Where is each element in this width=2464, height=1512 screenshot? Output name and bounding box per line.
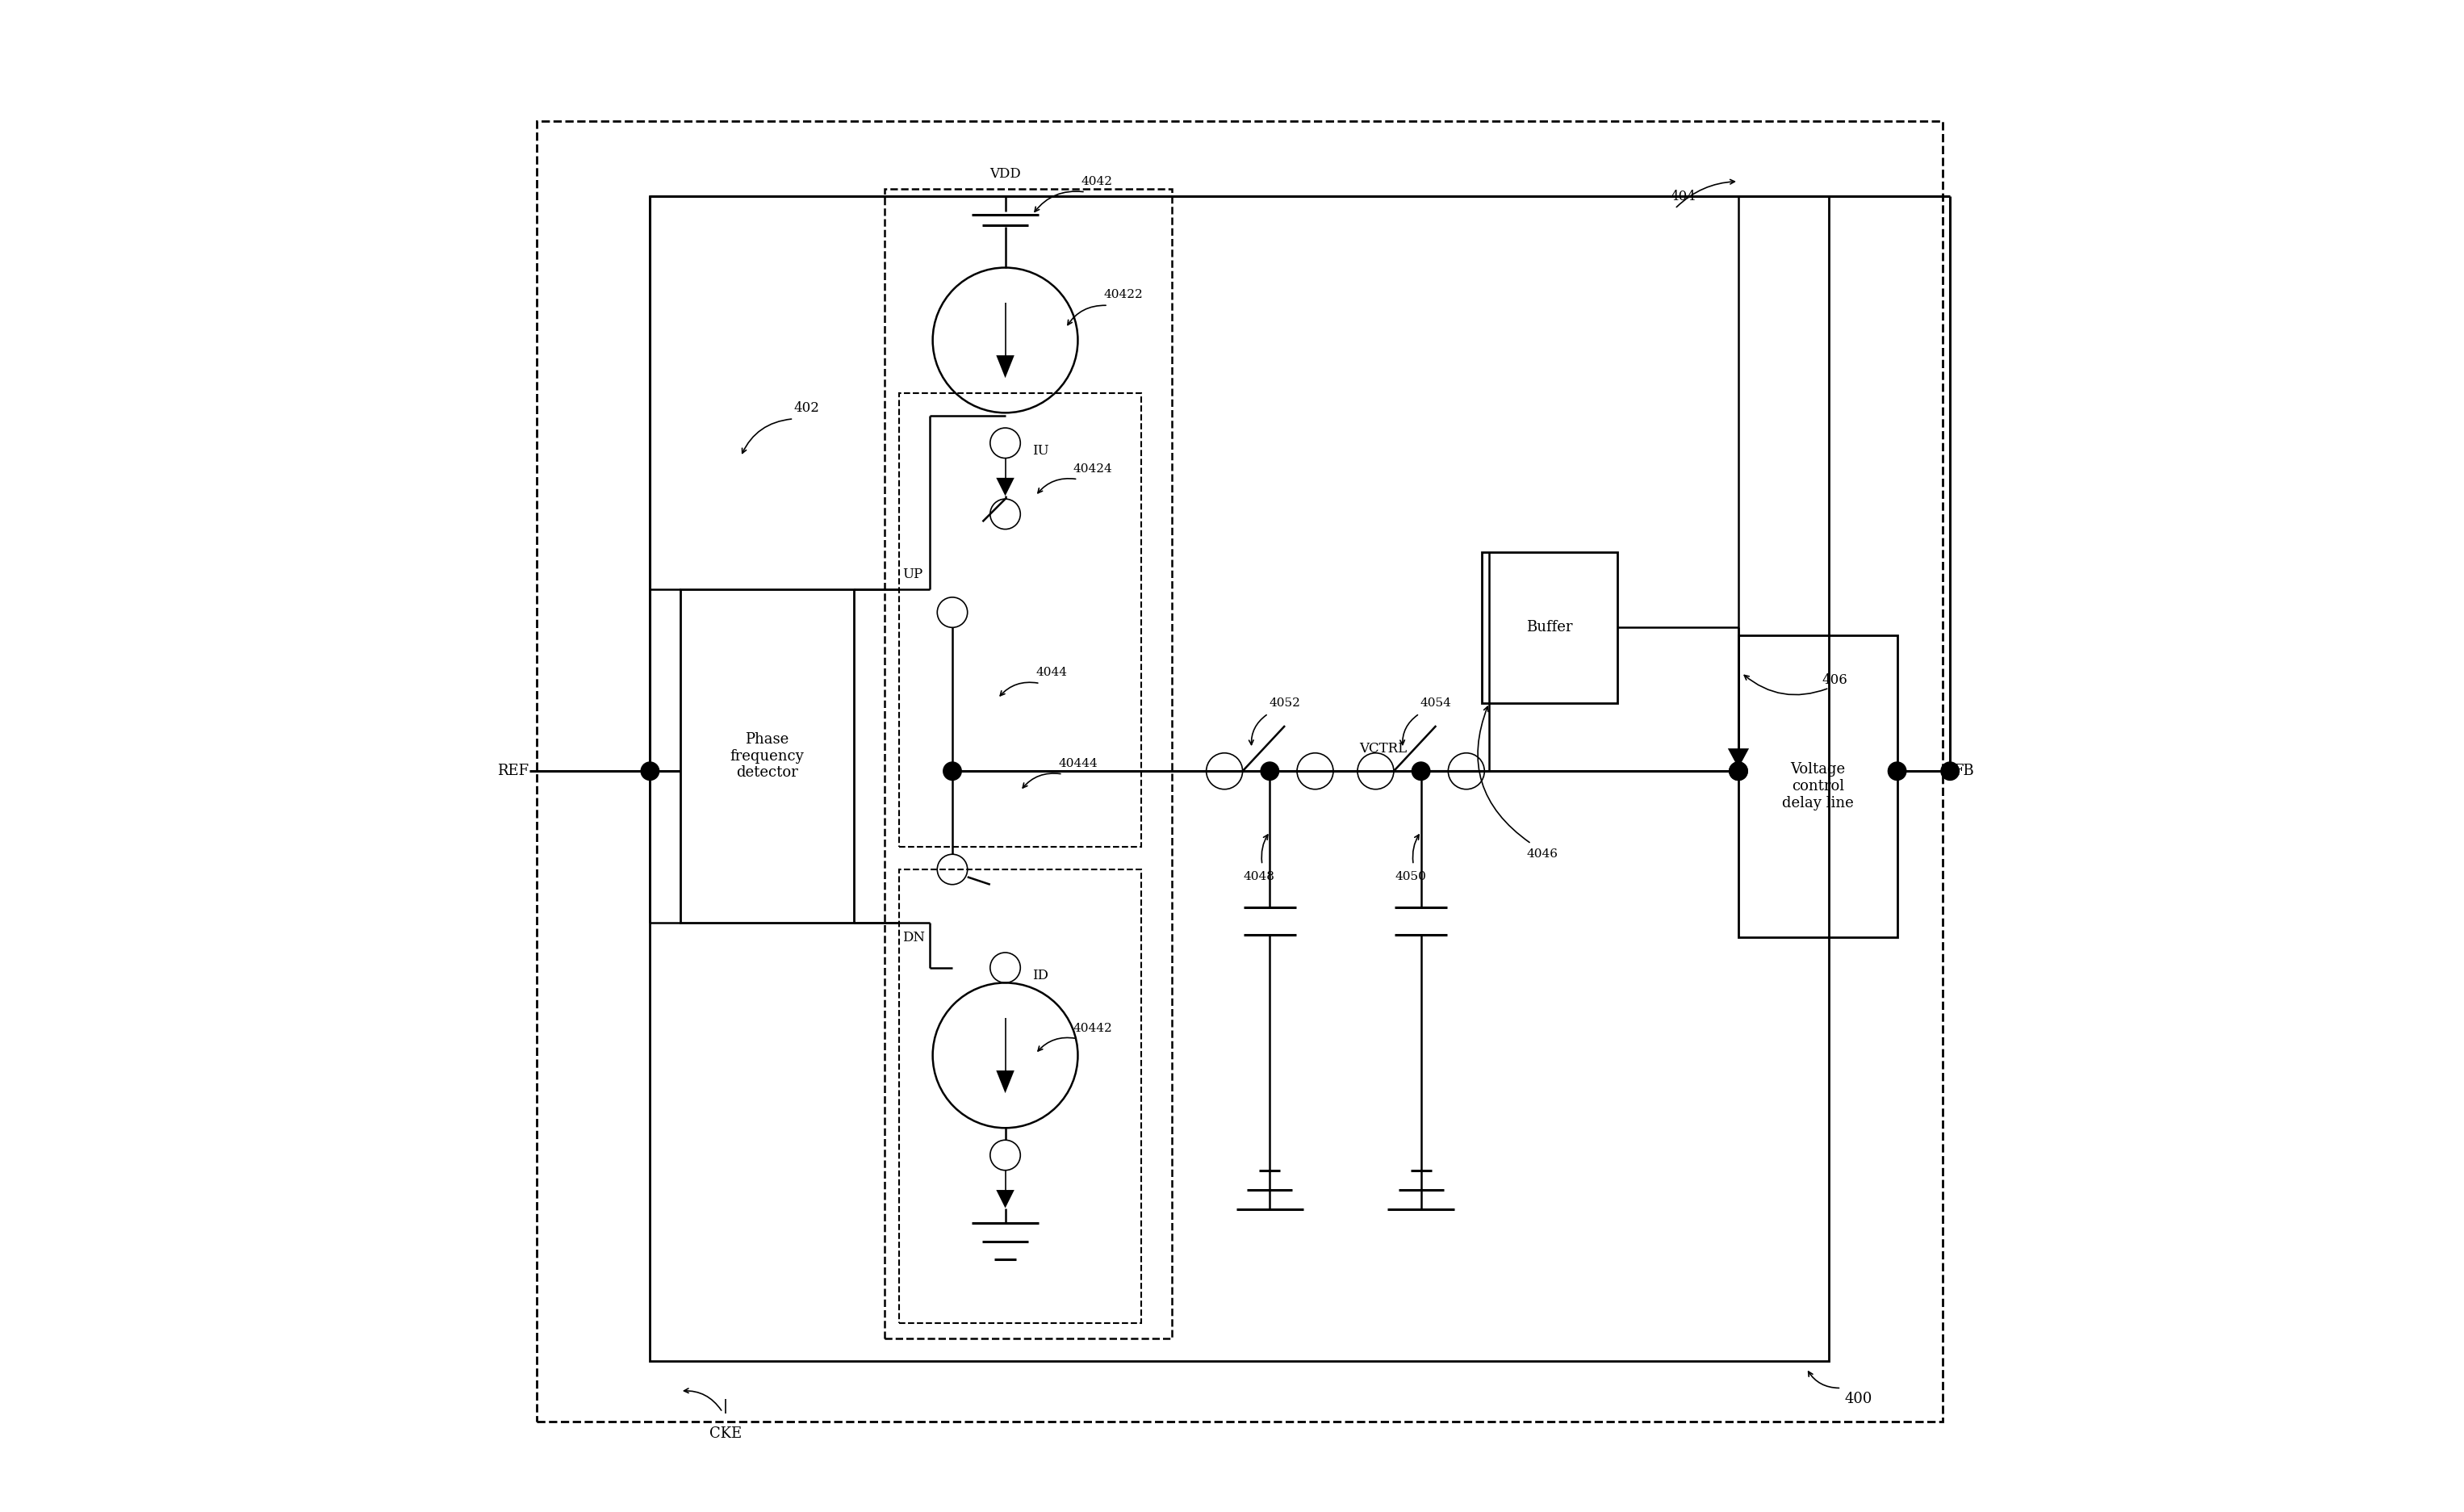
Text: 402: 402 <box>793 401 821 416</box>
Text: VCTRL: VCTRL <box>1360 741 1407 756</box>
Text: IU: IU <box>1032 443 1050 458</box>
Text: 4052: 4052 <box>1269 697 1301 709</box>
Text: ID: ID <box>1032 968 1050 983</box>
Bar <box>537 121 1942 1421</box>
Circle shape <box>1887 762 1907 780</box>
Polygon shape <box>995 355 1015 378</box>
Text: 40422: 40422 <box>1104 289 1143 301</box>
Bar <box>650 197 1828 1361</box>
Text: FB: FB <box>1954 764 1974 779</box>
Text: 4050: 4050 <box>1395 871 1427 883</box>
Text: 4046: 4046 <box>1528 848 1557 860</box>
Text: 40424: 40424 <box>1074 463 1114 475</box>
Text: 40444: 40444 <box>1057 758 1096 770</box>
Text: 4042: 4042 <box>1082 175 1111 187</box>
Bar <box>899 869 1141 1323</box>
Text: 404: 404 <box>1671 189 1695 204</box>
Text: Phase
frequency
detector: Phase frequency detector <box>729 732 803 780</box>
Text: 4054: 4054 <box>1419 697 1451 709</box>
Circle shape <box>1942 762 1959 780</box>
Text: DN: DN <box>902 930 924 945</box>
Text: Buffer: Buffer <box>1525 620 1572 635</box>
Polygon shape <box>995 1070 1015 1093</box>
Bar <box>1740 635 1897 937</box>
Circle shape <box>641 762 658 780</box>
Text: UP: UP <box>902 567 924 582</box>
Text: CKE: CKE <box>710 1426 742 1441</box>
Circle shape <box>1730 762 1747 780</box>
Text: 400: 400 <box>1843 1391 1873 1406</box>
Text: 4044: 4044 <box>1035 667 1067 679</box>
Text: 40442: 40442 <box>1074 1022 1114 1034</box>
Polygon shape <box>995 478 1015 496</box>
Text: REF: REF <box>498 764 530 779</box>
Text: 4048: 4048 <box>1244 871 1274 883</box>
Text: VDD: VDD <box>991 166 1020 181</box>
Circle shape <box>1262 762 1279 780</box>
Bar <box>885 189 1170 1338</box>
Circle shape <box>944 762 961 780</box>
Polygon shape <box>1727 748 1749 768</box>
Circle shape <box>1412 762 1429 780</box>
Circle shape <box>1730 762 1747 780</box>
Bar <box>899 393 1141 847</box>
Bar <box>680 590 855 922</box>
Bar <box>1481 552 1616 703</box>
Text: Voltage
control
delay line: Voltage control delay line <box>1781 762 1853 810</box>
Text: 406: 406 <box>1821 673 1848 688</box>
Polygon shape <box>995 1190 1015 1208</box>
